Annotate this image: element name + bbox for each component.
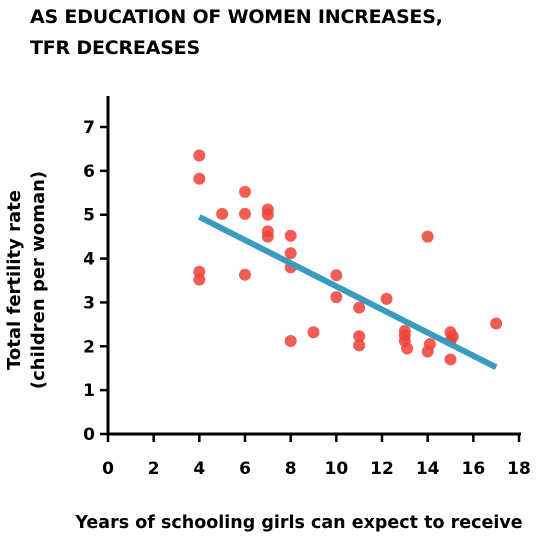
- data-point: [239, 185, 251, 198]
- y-tick-label: 6: [83, 162, 95, 182]
- x-tick-label: 16: [461, 459, 485, 479]
- data-point: [421, 345, 434, 358]
- data-point: [261, 230, 274, 243]
- data-point: [193, 172, 206, 185]
- data-point: [284, 229, 297, 242]
- data-point: [330, 291, 343, 304]
- y-tick-label: 3: [83, 293, 95, 313]
- data-point: [353, 339, 366, 352]
- data-point: [284, 247, 297, 260]
- x-axis-title: Years of schooling girls can expect to r…: [74, 513, 522, 533]
- y-tick-label: 4: [83, 250, 95, 270]
- data-point: [444, 353, 457, 366]
- chart-title: AS EDUCATION OF WOMEN INCREASES, TFR DEC…: [30, 2, 530, 64]
- x-tick-label: 8: [285, 459, 297, 479]
- data-point: [330, 269, 343, 282]
- data-point: [239, 207, 251, 220]
- data-point: [353, 330, 366, 343]
- data-point: [239, 268, 251, 281]
- x-tick-label: 10: [324, 459, 348, 479]
- y-tick-label: 0: [83, 425, 95, 445]
- y-tick-label: 1: [83, 381, 95, 401]
- y-tick-label: 7: [83, 118, 95, 138]
- data-point: [193, 273, 206, 286]
- x-tick-label: 12: [370, 459, 394, 479]
- chart-title-line-2: TFR DECREASES: [30, 37, 200, 59]
- y-axis-title: Total fertility rate (children per woman…: [4, 171, 49, 389]
- x-tick-label: 4: [193, 459, 205, 479]
- data-point: [490, 317, 503, 330]
- data-point: [353, 301, 366, 314]
- trend-line: [197, 214, 498, 371]
- x-tick-label: 18: [507, 459, 531, 479]
- data-point: [401, 342, 414, 355]
- data-point: [261, 208, 274, 221]
- data-point: [193, 149, 206, 162]
- x-tick-label: 0: [102, 459, 114, 479]
- y-axis-title-line-1: Total fertility rate: [4, 190, 25, 370]
- x-tick-label: 6: [239, 459, 251, 479]
- data-point: [284, 335, 297, 348]
- y-tick-label: 2: [83, 337, 95, 357]
- chart-title-line-1: AS EDUCATION OF WOMEN INCREASES,: [30, 6, 443, 28]
- x-tick-label: 14: [416, 459, 440, 479]
- data-point: [380, 292, 393, 305]
- data-point: [421, 230, 434, 243]
- y-tick-label: 5: [83, 206, 95, 226]
- x-tick-label: 2: [148, 459, 160, 479]
- y-axis-title-line-2: (children per woman): [28, 171, 49, 389]
- data-point: [307, 326, 320, 339]
- data-point: [216, 207, 229, 220]
